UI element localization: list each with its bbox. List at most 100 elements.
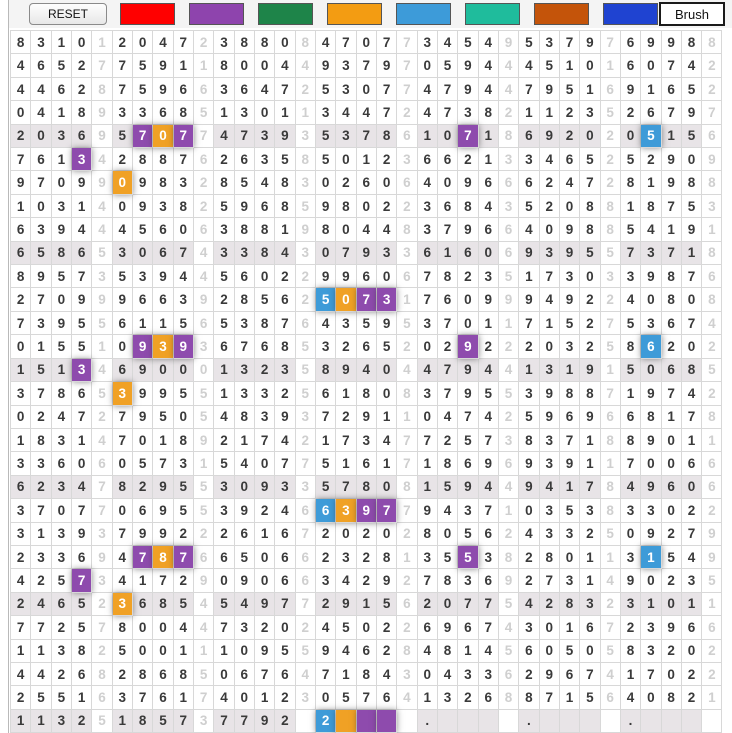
grid-cell[interactable]: 0 xyxy=(519,499,540,523)
grid-cell[interactable]: 6 xyxy=(295,545,316,570)
grid-cell[interactable]: 7 xyxy=(254,428,276,453)
grid-cell[interactable]: 2 xyxy=(275,382,296,406)
grid-cell[interactable]: 8 xyxy=(132,709,154,733)
grid-cell[interactable]: 6 xyxy=(193,545,215,570)
grid-cell[interactable]: 8 xyxy=(51,241,72,266)
grid-cell[interactable]: 9 xyxy=(681,218,703,242)
grid-cell[interactable]: 1 xyxy=(661,405,682,429)
grid-cell[interactable]: 6 xyxy=(356,639,377,663)
grid-cell[interactable]: 0 xyxy=(437,171,459,195)
grid-cell[interactable]: 4 xyxy=(641,218,662,242)
grid-cell[interactable]: 2 xyxy=(92,405,113,429)
grid-cell[interactable]: 7 xyxy=(92,499,113,523)
grid-cell[interactable]: 8 xyxy=(214,171,235,195)
grid-cell[interactable]: 8 xyxy=(153,171,174,195)
grid-cell[interactable]: 8 xyxy=(661,288,682,312)
grid-cell[interactable]: 0 xyxy=(458,311,479,336)
grid-cell[interactable]: 3 xyxy=(71,358,93,383)
grid-cell[interactable]: 1 xyxy=(702,686,723,710)
grid-cell[interactable]: 6 xyxy=(519,639,540,663)
grid-cell[interactable]: 2 xyxy=(214,428,235,453)
grid-cell[interactable]: 9 xyxy=(458,54,479,78)
grid-cell[interactable]: 1 xyxy=(31,639,52,663)
grid-cell[interactable]: 3 xyxy=(132,101,154,125)
grid-cell[interactable]: 9 xyxy=(92,124,113,149)
grid-cell[interactable]: 3 xyxy=(397,662,418,687)
grid-cell[interactable]: 2 xyxy=(295,265,316,289)
grid-cell[interactable]: 5 xyxy=(498,265,520,289)
grid-cell[interactable]: 3 xyxy=(478,545,499,570)
grid-cell[interactable]: 9 xyxy=(539,382,560,406)
grid-cell[interactable]: 2 xyxy=(295,616,316,640)
grid-cell[interactable] xyxy=(600,709,621,733)
grid-cell[interactable]: 5 xyxy=(92,709,113,733)
grid-cell[interactable]: 9 xyxy=(641,522,662,546)
grid-cell[interactable]: 3 xyxy=(11,382,32,406)
grid-cell[interactable]: 4 xyxy=(71,475,93,500)
grid-cell[interactable]: 3 xyxy=(498,428,520,453)
grid-cell[interactable]: 3 xyxy=(11,452,32,476)
grid-cell[interactable]: 5 xyxy=(214,592,235,617)
grid-cell[interactable]: 7 xyxy=(153,569,174,593)
grid-cell[interactable]: 8 xyxy=(600,475,621,500)
grid-cell[interactable]: 9 xyxy=(356,499,377,523)
grid-cell[interactable]: 5 xyxy=(153,709,174,733)
grid-cell[interactable]: 5 xyxy=(193,405,215,429)
grid-cell[interactable]: 3 xyxy=(336,499,357,523)
grid-cell[interactable]: 2 xyxy=(417,592,438,617)
grid-cell[interactable]: 4 xyxy=(478,77,499,102)
grid-cell[interactable]: 5 xyxy=(661,545,682,570)
grid-cell[interactable]: 3 xyxy=(51,639,72,663)
grid-cell[interactable]: 0 xyxy=(153,358,174,383)
grid-cell[interactable]: 4 xyxy=(498,475,520,500)
grid-cell[interactable]: 4 xyxy=(275,54,296,78)
grid-cell[interactable]: 8 xyxy=(702,31,723,55)
grid-cell[interactable]: 6 xyxy=(315,382,337,406)
grid-cell[interactable]: 0 xyxy=(641,686,662,710)
grid-cell[interactable]: 6 xyxy=(234,148,255,172)
grid-cell[interactable]: 8 xyxy=(620,639,642,663)
grid-cell[interactable]: 6 xyxy=(478,171,499,195)
grid-cell[interactable]: 1 xyxy=(519,358,540,383)
grid-cell[interactable]: 9 xyxy=(132,522,154,546)
grid-cell[interactable]: 3 xyxy=(620,592,642,617)
grid-cell[interactable]: 6 xyxy=(356,171,377,195)
grid-cell[interactable]: 0 xyxy=(437,124,459,149)
grid-cell[interactable]: 5 xyxy=(559,77,581,102)
grid-cell[interactable]: 0 xyxy=(681,639,703,663)
grid-cell[interactable]: 2 xyxy=(254,616,276,640)
grid-cell[interactable]: 4 xyxy=(376,662,398,687)
grid-cell[interactable]: 8 xyxy=(458,194,479,219)
grid-cell[interactable]: 1 xyxy=(641,592,662,617)
grid-cell[interactable]: 8 xyxy=(397,475,418,500)
grid-cell[interactable]: 2 xyxy=(315,545,337,570)
grid-cell[interactable]: 1 xyxy=(11,194,32,219)
grid-cell[interactable]: 1 xyxy=(71,194,93,219)
grid-cell[interactable]: 3 xyxy=(254,405,276,429)
grid-cell[interactable]: 1 xyxy=(92,335,113,359)
grid-cell[interactable]: 8 xyxy=(254,241,276,266)
grid-cell[interactable]: 7 xyxy=(153,452,174,476)
grid-cell[interactable]: 7 xyxy=(356,288,377,312)
grid-cell[interactable]: 7 xyxy=(92,616,113,640)
grid-cell[interactable]: 9 xyxy=(336,592,357,617)
grid-cell[interactable]: 3 xyxy=(600,265,621,289)
grid-cell[interactable]: 3 xyxy=(234,311,255,336)
grid-cell[interactable]: 6 xyxy=(498,171,520,195)
grid-cell[interactable]: 1 xyxy=(51,358,72,383)
grid-cell[interactable]: 4 xyxy=(702,311,723,336)
grid-cell[interactable]: 9 xyxy=(92,288,113,312)
grid-cell[interactable]: 9 xyxy=(356,241,377,266)
grid-cell[interactable]: 6 xyxy=(519,124,540,149)
grid-cell[interactable]: 3 xyxy=(31,311,52,336)
grid-cell[interactable]: 2 xyxy=(376,148,398,172)
grid-cell[interactable]: 7 xyxy=(112,405,133,429)
grid-cell[interactable]: 6 xyxy=(397,124,418,149)
grid-cell[interactable]: 7 xyxy=(661,54,682,78)
grid-cell[interactable]: 5 xyxy=(539,54,560,78)
grid-cell[interactable]: 2 xyxy=(580,288,601,312)
grid-cell[interactable]: 5 xyxy=(71,592,93,617)
grid-cell[interactable]: 7 xyxy=(71,265,93,289)
grid-cell[interactable]: 2 xyxy=(702,662,723,687)
grid-cell[interactable]: 3 xyxy=(234,241,255,266)
